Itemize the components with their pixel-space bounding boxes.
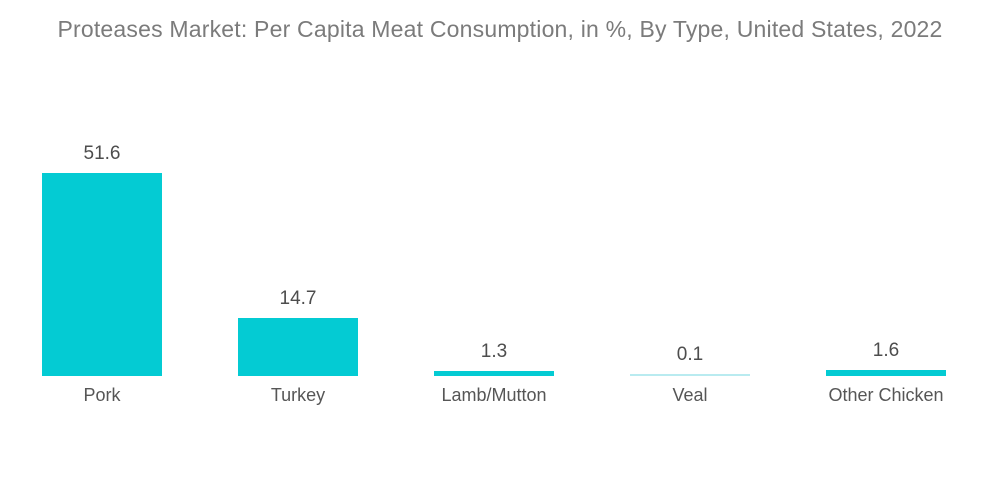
bar-category-label: Other Chicken [828, 385, 944, 405]
bar-value-label: 14.7 [279, 288, 317, 310]
bar-slot: 14.7 [200, 142, 396, 376]
bar-slot: 51.6 [4, 142, 200, 376]
bar-value-label: 1.3 [480, 341, 508, 363]
bar [238, 318, 358, 376]
bar-category-label: Pork [83, 385, 121, 405]
bar-category-label: Veal [672, 385, 708, 405]
bar [434, 370, 554, 376]
bar-slot: 1.6 [788, 142, 984, 376]
chart-title: Proteases Market: Per Capita Meat Consum… [57, 16, 943, 42]
bar [630, 374, 750, 376]
bar [42, 172, 162, 376]
bar-category-label: Turkey [270, 385, 326, 405]
bar-slot: 1.3 [396, 142, 592, 376]
bar-value-label: 0.1 [676, 344, 704, 366]
category-label-row: Pork Turkey Lamb/Mutton Veal Other Chicken [4, 385, 984, 407]
bar-value-label: 51.6 [83, 142, 121, 164]
bar-value-label: 1.6 [872, 339, 900, 361]
plot-area: 51.6 14.7 1.3 0.1 1.6 [4, 142, 984, 376]
bar-category-label: Lamb/Mutton [441, 385, 547, 405]
bar [826, 369, 946, 376]
bar-slot: 0.1 [592, 142, 788, 376]
